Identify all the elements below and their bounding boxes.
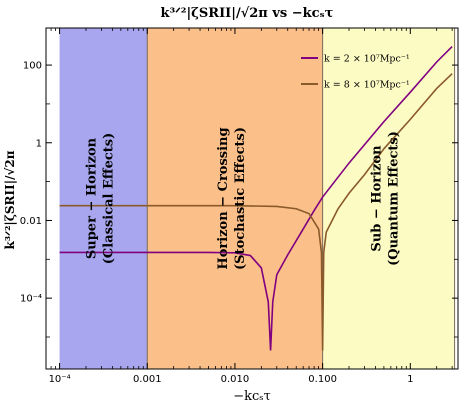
legend-label-1: k = 8 × 10⁷Mpc⁻¹ <box>324 80 410 91</box>
legend: k = 2 × 10⁷Mpc⁻¹ k = 8 × 10⁷Mpc⁻¹ <box>301 54 410 91</box>
region-band-1 <box>147 28 323 369</box>
y-axis-label: k³ᐟ²|ζSRII|/√2π <box>3 150 17 249</box>
x-tick-label-2: 0.010 <box>221 374 250 385</box>
legend-label-0: k = 2 × 10⁷Mpc⁻¹ <box>324 54 410 65</box>
y-tick-label-3: 100 <box>23 61 42 72</box>
region-bands <box>59 28 456 369</box>
region-label-1-2: (Stochastic Effects) <box>233 127 248 270</box>
axis-ticks: 10⁻⁴ 0.001 0.010 0.100 1 10⁻⁴ 0.01 1 100 <box>20 28 458 385</box>
series-lines <box>59 45 453 351</box>
region-band-0 <box>59 28 148 369</box>
y-tick-label-2: 1 <box>36 138 42 149</box>
plot-frame <box>45 27 459 370</box>
x-tick-label-4: 1 <box>407 374 413 385</box>
region-label-2-1: Sub − Horizon <box>370 145 385 252</box>
region-label-2-2: (Quantum Effects) <box>387 131 402 266</box>
series-line-1 <box>59 73 453 351</box>
region-labels: Super − Horizon (Classical Effects) Horizo… <box>84 127 401 270</box>
region-label-1-1: Horizon − Crossing <box>216 127 231 269</box>
x-axis-label: −kcₛτ <box>233 389 271 404</box>
chart-title: k³ᐟ²|ζSRII|/√2π vs −kcₛτ <box>161 6 334 21</box>
y-tick-label-0: 10⁻⁴ <box>20 294 42 305</box>
series-line-0 <box>59 45 453 351</box>
region-label-0-2: (Classical Effects) <box>101 133 116 264</box>
region-label-0-1: Super − Horizon <box>84 137 99 259</box>
x-tick-label-0: 10⁻⁴ <box>49 374 71 385</box>
x-tick-label-3: 0.100 <box>308 374 337 385</box>
x-tick-label-1: 0.001 <box>133 374 162 385</box>
y-tick-label-1: 0.01 <box>20 216 42 227</box>
